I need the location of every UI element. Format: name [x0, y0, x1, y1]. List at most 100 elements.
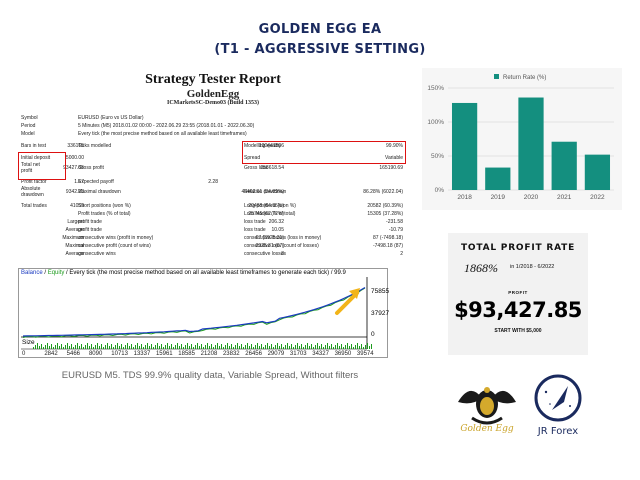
size-bar [261, 344, 262, 349]
size-bar [299, 346, 300, 349]
size-bar [297, 343, 298, 349]
size-bar [325, 345, 326, 349]
size-bar [323, 347, 324, 349]
size-bar [305, 345, 306, 349]
size-bar [193, 347, 194, 349]
size-bar [273, 347, 274, 349]
maximal-cp-label: consecutive profit (count of wins) [78, 243, 151, 249]
size-bar [267, 343, 268, 349]
size-bar [35, 345, 36, 349]
size-bar [223, 347, 224, 349]
long-value: 20582 (60.39%) [367, 203, 403, 209]
largest-pt-label: profit trade [78, 219, 102, 225]
row-drawdown: Absolute drawdown 9342.23 Maximal drawdo… [18, 186, 408, 198]
size-bar [239, 346, 240, 349]
average-pt-value: 10.05 [271, 227, 284, 233]
size-bar [333, 347, 334, 349]
x-tick-label: 39574 [356, 351, 374, 357]
size-bar [365, 345, 366, 349]
largest-lt-value: -231.58 [386, 219, 403, 225]
caption-sep: / [42, 270, 48, 276]
size-bar [105, 345, 106, 349]
legend-label: Return Rate (%) [503, 75, 546, 81]
maximal-cl-value: -7498.18 (87) [372, 243, 403, 249]
size-bar [197, 343, 198, 349]
size-bar [289, 346, 290, 349]
profit-label: PROFIT [508, 290, 528, 295]
maximal-cl-label: consecutive loss (count of losses) [244, 243, 319, 249]
model-value: Every tick (the most precise method base… [78, 131, 247, 137]
size-bar [185, 345, 186, 349]
size-bar [63, 347, 64, 349]
symbol-label: Symbol [21, 115, 38, 121]
equity-plot [21, 277, 372, 350]
highlight-deposit-netprofit [18, 152, 66, 180]
size-bar [175, 345, 176, 349]
size-bar [277, 343, 278, 349]
ticks-label: Ticks modelled [78, 143, 112, 149]
max-cl-value: 87 (-7498.18) [372, 235, 403, 241]
size-bar [271, 344, 272, 349]
balance-equity-chart: Balance / Equity / Every tick (the most … [18, 268, 390, 358]
quality-label: Modelling quality [244, 143, 282, 149]
bar-2020 [518, 97, 544, 190]
size-bar [369, 346, 370, 349]
size-bar [131, 344, 132, 349]
size-bar [213, 347, 214, 349]
x-tick-label: 2020 [524, 194, 539, 201]
size-bar [235, 345, 236, 349]
size-bar [169, 346, 170, 349]
x-tick-label: 29079 [267, 351, 285, 357]
size-bar [335, 345, 336, 349]
size-bar [89, 346, 90, 349]
size-bar [139, 346, 140, 349]
average-lt-value: -10.79 [388, 227, 403, 233]
golden-egg-logo-icon [458, 387, 516, 425]
size-bar [279, 346, 280, 349]
size-bar [109, 346, 110, 349]
size-bar [227, 343, 228, 349]
size-bar [309, 346, 310, 349]
absdd-value: 9342.23 [65, 189, 84, 195]
x-tick-label: 18585 [178, 351, 195, 357]
size-bar [107, 343, 108, 349]
x-tick-label: 0 [22, 351, 26, 357]
x-tick-label: 13337 [133, 351, 151, 357]
deposit-value: 5000.00 [65, 155, 84, 161]
grossloss-label: Gross loss [244, 165, 268, 171]
ticks-value: 100441506 [258, 143, 284, 149]
x-tick-label: 2021 [557, 194, 572, 201]
row-trades: Total trades 41059 Short positions (won … [18, 202, 408, 210]
x-tick-label: 23832 [222, 351, 240, 357]
size-bar [367, 343, 368, 349]
profit-rate: 1868% [464, 261, 498, 275]
size-bar [347, 343, 348, 349]
size-bar [265, 345, 266, 349]
size-bar [353, 347, 354, 349]
size-bar [99, 346, 100, 349]
row-avg-consecutive: Average consecutive wins 3 consecutive l… [18, 250, 408, 258]
size-bar [161, 344, 162, 349]
size-bar [85, 345, 86, 349]
size-bar [359, 346, 360, 349]
jr-forex-logo-icon [534, 374, 582, 422]
row-average: Average profit trade 10.05 loss trade -1… [18, 226, 408, 234]
size-bar [225, 345, 226, 349]
size-bar [211, 344, 212, 349]
size-bar [69, 346, 70, 349]
profit-card-title: TOTAL PROFIT RATE [460, 243, 576, 253]
size-bar [229, 346, 230, 349]
period-label: Period [21, 123, 36, 129]
largest-pt-value: 206.32 [268, 219, 284, 225]
size-bar [173, 347, 174, 349]
size-bar [47, 343, 48, 349]
y-tick-mid: 37927 [371, 310, 390, 317]
size-bar [97, 343, 98, 349]
pf-label: Profit factor [21, 179, 47, 185]
size-bar [249, 346, 250, 349]
y-tick-zero: 0 [371, 331, 375, 338]
x-tick-label: 5466 [66, 351, 80, 357]
size-bar [349, 346, 350, 349]
row-bars: Bars in test 336165 Ticks modelled 10044… [18, 142, 408, 150]
chart-caption: Balance / Equity / Every tick (the most … [21, 270, 346, 276]
